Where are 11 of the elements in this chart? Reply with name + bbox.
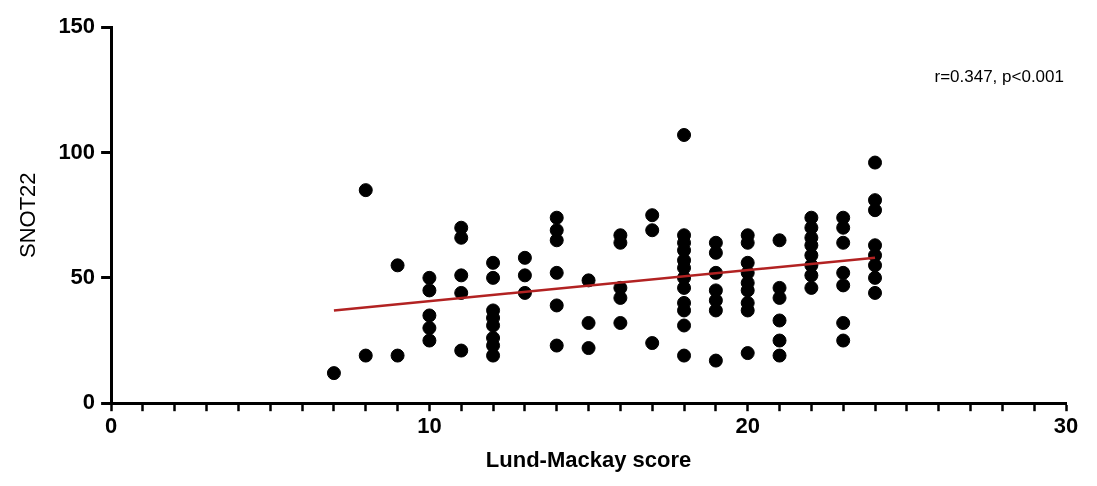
- x-axis-title: Lund-Mackay score: [485, 446, 692, 472]
- y-tick-label: 0: [82, 389, 96, 415]
- x-tick-label: 10: [417, 413, 442, 439]
- y-axis-title: SNOT22: [15, 172, 41, 258]
- y-tick-label: 100: [58, 138, 96, 164]
- y-tick-label: 150: [58, 13, 96, 39]
- annotation: r=0.347, p<0.001: [934, 66, 1064, 86]
- x-tick-label: 30: [1053, 413, 1079, 439]
- x-tick-label: 0: [104, 413, 118, 439]
- y-tick-label: 50: [70, 263, 96, 289]
- x-tick-label: 20: [735, 413, 760, 439]
